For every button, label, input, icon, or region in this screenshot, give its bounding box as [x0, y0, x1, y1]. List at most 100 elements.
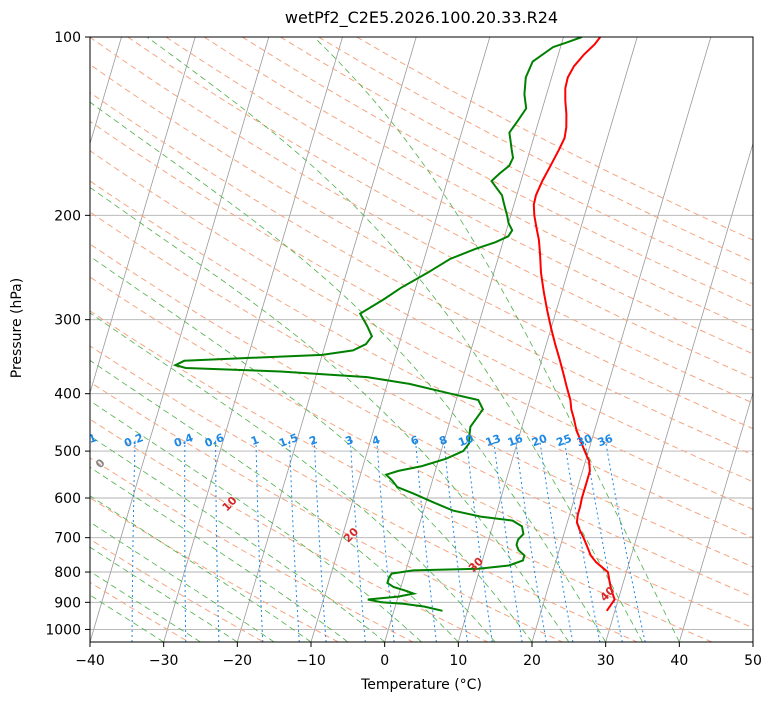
mixing-ratio-line — [255, 440, 264, 642]
dry-adiabat — [90, 276, 753, 629]
dry-adiabat — [90, 381, 563, 642]
isotherm-line — [752, 640, 753, 642]
moist-adiabat — [146, 37, 643, 642]
mixing-ratio-line — [563, 440, 601, 642]
moist-adiabat — [313, 37, 680, 642]
isotherm-line — [90, 37, 270, 642]
mixing-ratio-label: 0.2 — [122, 431, 145, 450]
mixing-ratio-line — [131, 440, 136, 642]
dry-adiabat-label: 0 — [93, 456, 108, 471]
dry-adiabat — [90, 310, 712, 642]
mixing-ratio-label: 36 — [596, 432, 615, 450]
moist-adiabat — [90, 312, 496, 642]
mixing-ratio-label: 0.1 — [76, 431, 99, 450]
dry-adiabat — [90, 243, 753, 598]
y-tick-label: 100 — [54, 30, 81, 46]
y-axis-label: Pressure (hPa) — [9, 277, 25, 379]
dewpoint-profile — [172, 37, 583, 612]
dry-adiabat-label: 20 — [341, 525, 361, 545]
dry-adiabat — [90, 211, 753, 568]
mixing-ratio-label: 1.5 — [277, 431, 300, 450]
isotherm-line — [678, 391, 753, 642]
moist-adiabat — [90, 466, 349, 642]
x-tick-label: −30 — [149, 653, 179, 669]
moist-adiabat — [90, 255, 533, 642]
dry-adiabat — [203, 37, 753, 331]
isotherm-line — [384, 37, 564, 642]
dry-adiabat — [90, 150, 753, 510]
mixing-ratio-label: 25 — [555, 432, 574, 449]
mixing-ratio-line — [349, 440, 366, 642]
mixing-ratio-label: 6 — [409, 433, 421, 448]
moist-adiabat — [90, 546, 238, 642]
mixing-ratio-label: 3 — [344, 433, 356, 448]
mixing-ratio-line — [443, 440, 468, 642]
plot-frame — [89, 36, 754, 643]
isotherm-line — [457, 37, 638, 642]
y-tick-label: 200 — [54, 208, 81, 224]
dry-adiabat — [280, 37, 753, 285]
isotherm-line — [90, 37, 196, 395]
x-axis-label: Temperature (°C) — [361, 677, 482, 693]
x-tick-label: 0 — [380, 653, 389, 669]
y-tick-label: 900 — [54, 595, 81, 611]
isotherm-line — [531, 37, 712, 642]
y-tick-label: 300 — [54, 313, 81, 329]
dry-adiabat — [90, 538, 264, 642]
moist-adiabat — [90, 570, 201, 642]
mixing-ratio-line — [184, 440, 187, 642]
mixing-ratio-label: 16 — [506, 432, 525, 450]
mixing-ratio-label: 0.4 — [172, 431, 195, 450]
mixing-ratio-line — [215, 440, 220, 642]
x-tick-label: 40 — [670, 653, 688, 669]
dry-adiabat — [127, 37, 753, 379]
dry-adiabat — [90, 418, 488, 642]
y-tick-label: 400 — [54, 387, 81, 403]
dry-adiabat — [90, 63, 753, 430]
mixing-ratio-line — [539, 440, 574, 642]
moist-adiabat — [90, 101, 607, 642]
mixing-ratio-label: 8 — [437, 433, 449, 448]
isotherm-line — [90, 37, 122, 145]
temperature-profile — [532, 37, 616, 612]
dry-adiabat-label: 10 — [220, 494, 240, 514]
moist-adiabat — [90, 186, 570, 642]
isotherm-line — [605, 142, 753, 642]
x-tick-label: −20 — [223, 653, 253, 669]
mixing-ratio-line — [313, 440, 327, 642]
mixing-ratio-label: 2 — [308, 433, 320, 448]
x-tick-label: −40 — [75, 653, 105, 669]
x-tick-label: −10 — [296, 653, 326, 669]
mixing-ratio-label: 1 — [249, 433, 261, 448]
mixing-ratio-line — [493, 440, 523, 642]
x-tick-label: 30 — [597, 653, 615, 669]
mixing-ratio-line — [515, 440, 547, 642]
y-tick-label: 700 — [54, 531, 81, 547]
isotherm-line — [236, 37, 417, 642]
chart-title: wetPf2_C2E5.2026.100.20.33.R24 — [284, 8, 559, 27]
mixing-ratio-line — [415, 440, 437, 642]
mixing-ratio-label: 20 — [530, 432, 549, 450]
mixing-ratio-line — [289, 440, 300, 642]
dry-adiabat — [90, 457, 414, 642]
mixing-ratio-label: 13 — [484, 432, 503, 449]
mixing-ratio-label: 10 — [456, 432, 475, 450]
mixing-ratio-line — [376, 440, 395, 642]
isotherm-line — [163, 37, 343, 642]
mixing-ratio-line — [82, 441, 89, 642]
x-tick-label: 20 — [523, 653, 541, 669]
mixing-ratio-line — [605, 440, 646, 642]
dry-adiabat — [90, 497, 339, 642]
dry-adiabat — [90, 91, 753, 456]
dry-adiabat — [90, 120, 753, 483]
moist-adiabat — [90, 495, 312, 642]
y-tick-label: 800 — [54, 565, 81, 581]
dry-adiabat — [90, 345, 638, 642]
x-tick-label: 10 — [449, 653, 467, 669]
mixing-ratio-label: 0.6 — [203, 431, 226, 450]
dry-adiabat — [90, 37, 753, 404]
y-tick-label: 600 — [54, 491, 81, 507]
dry-adiabat — [90, 180, 753, 539]
dry-adiabat — [165, 37, 753, 355]
